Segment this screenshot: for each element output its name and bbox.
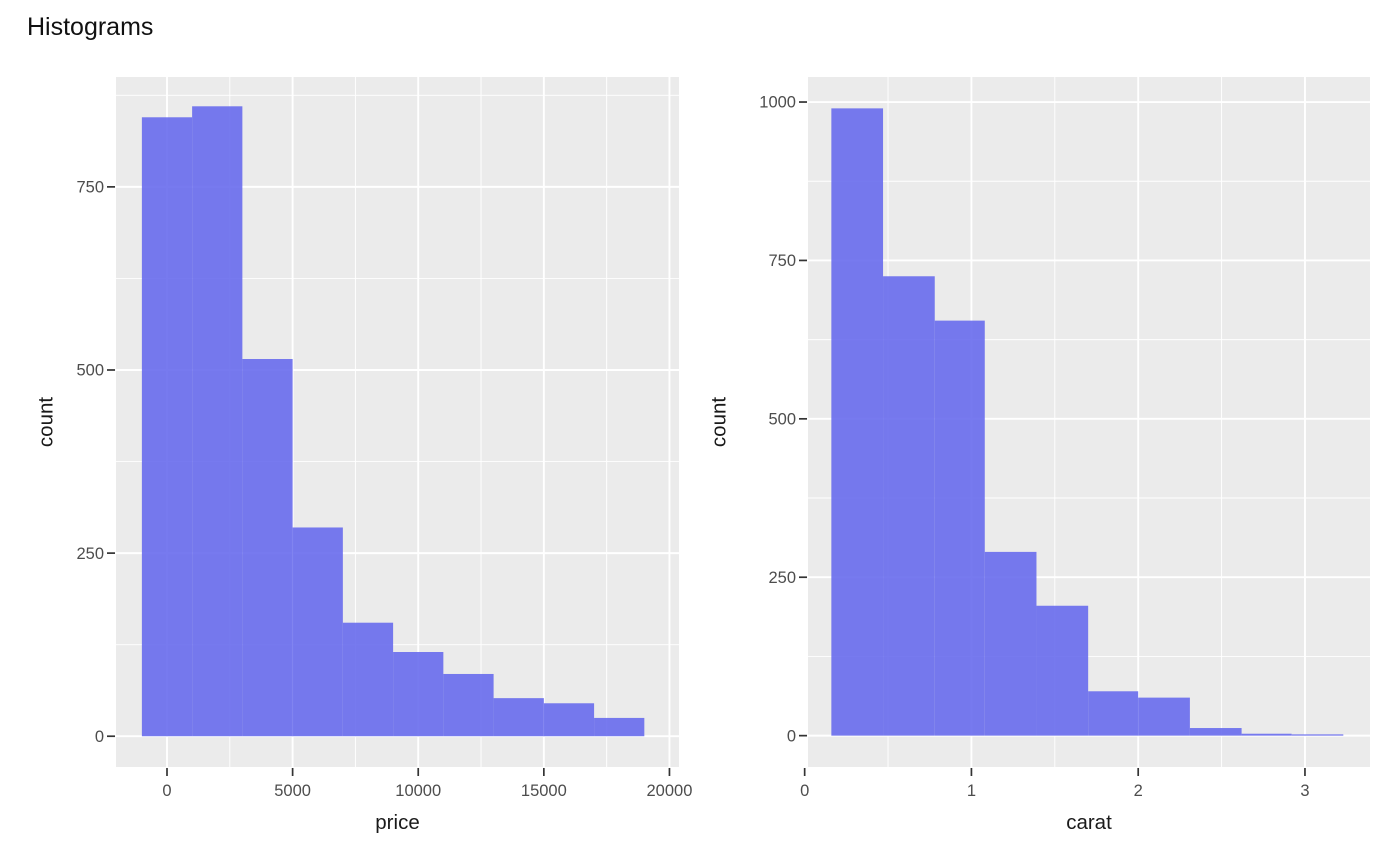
x-tick-label: 3: [1300, 782, 1309, 800]
y-tick-label: 750: [76, 179, 104, 197]
bar: [543, 703, 595, 737]
bar: [292, 527, 343, 737]
y-tick-label: 750: [768, 252, 796, 270]
y-tick-label: 250: [76, 545, 104, 563]
y-tick-label: 0: [787, 727, 796, 745]
bar: [443, 673, 494, 737]
bar: [1036, 605, 1089, 736]
x-tick-label: 20000: [647, 782, 693, 800]
x-tick-label: 1: [967, 782, 976, 800]
bar: [1088, 691, 1139, 736]
bar: [1291, 734, 1344, 736]
bar: [831, 108, 884, 736]
bar: [934, 320, 985, 736]
bar: [141, 117, 193, 737]
bar: [493, 698, 544, 737]
x-tick-label: 0: [162, 782, 171, 800]
y-tick-label: 500: [76, 362, 104, 380]
y-tick-label: 250: [768, 569, 796, 587]
x-axis-title: carat: [1066, 811, 1112, 834]
plot-title: Histograms: [27, 13, 154, 41]
x-tick-label: 15000: [521, 782, 567, 800]
bar: [984, 551, 1037, 736]
y-axis-title: count: [708, 397, 731, 447]
bar: [342, 622, 394, 737]
bar: [883, 276, 935, 736]
price-histogram: 0 5000 10000 15000 20000 0 250 500 750 price count: [35, 77, 693, 834]
x-tick-label: 10000: [395, 782, 441, 800]
carat-histogram: 0 1 2 3 0 250 500 750 1000 carat count: [708, 77, 1370, 834]
bar: [242, 359, 293, 737]
x-axis-title: price: [375, 811, 419, 834]
y-tick-label: 500: [768, 411, 796, 429]
bar: [1138, 697, 1190, 736]
y-axis-title: count: [35, 397, 58, 447]
x-tick-label: 2: [1134, 782, 1143, 800]
bar: [393, 652, 444, 737]
y-tick-label: 1000: [759, 94, 796, 112]
bars: [831, 108, 1344, 736]
bar: [1241, 733, 1292, 736]
bar: [192, 106, 243, 737]
x-tick-label: 5000: [274, 782, 311, 800]
bar: [594, 717, 645, 737]
bar: [1189, 728, 1242, 736]
x-tick-label: 0: [800, 782, 809, 800]
bars: [141, 106, 645, 737]
y-tick-label: 0: [95, 728, 104, 746]
